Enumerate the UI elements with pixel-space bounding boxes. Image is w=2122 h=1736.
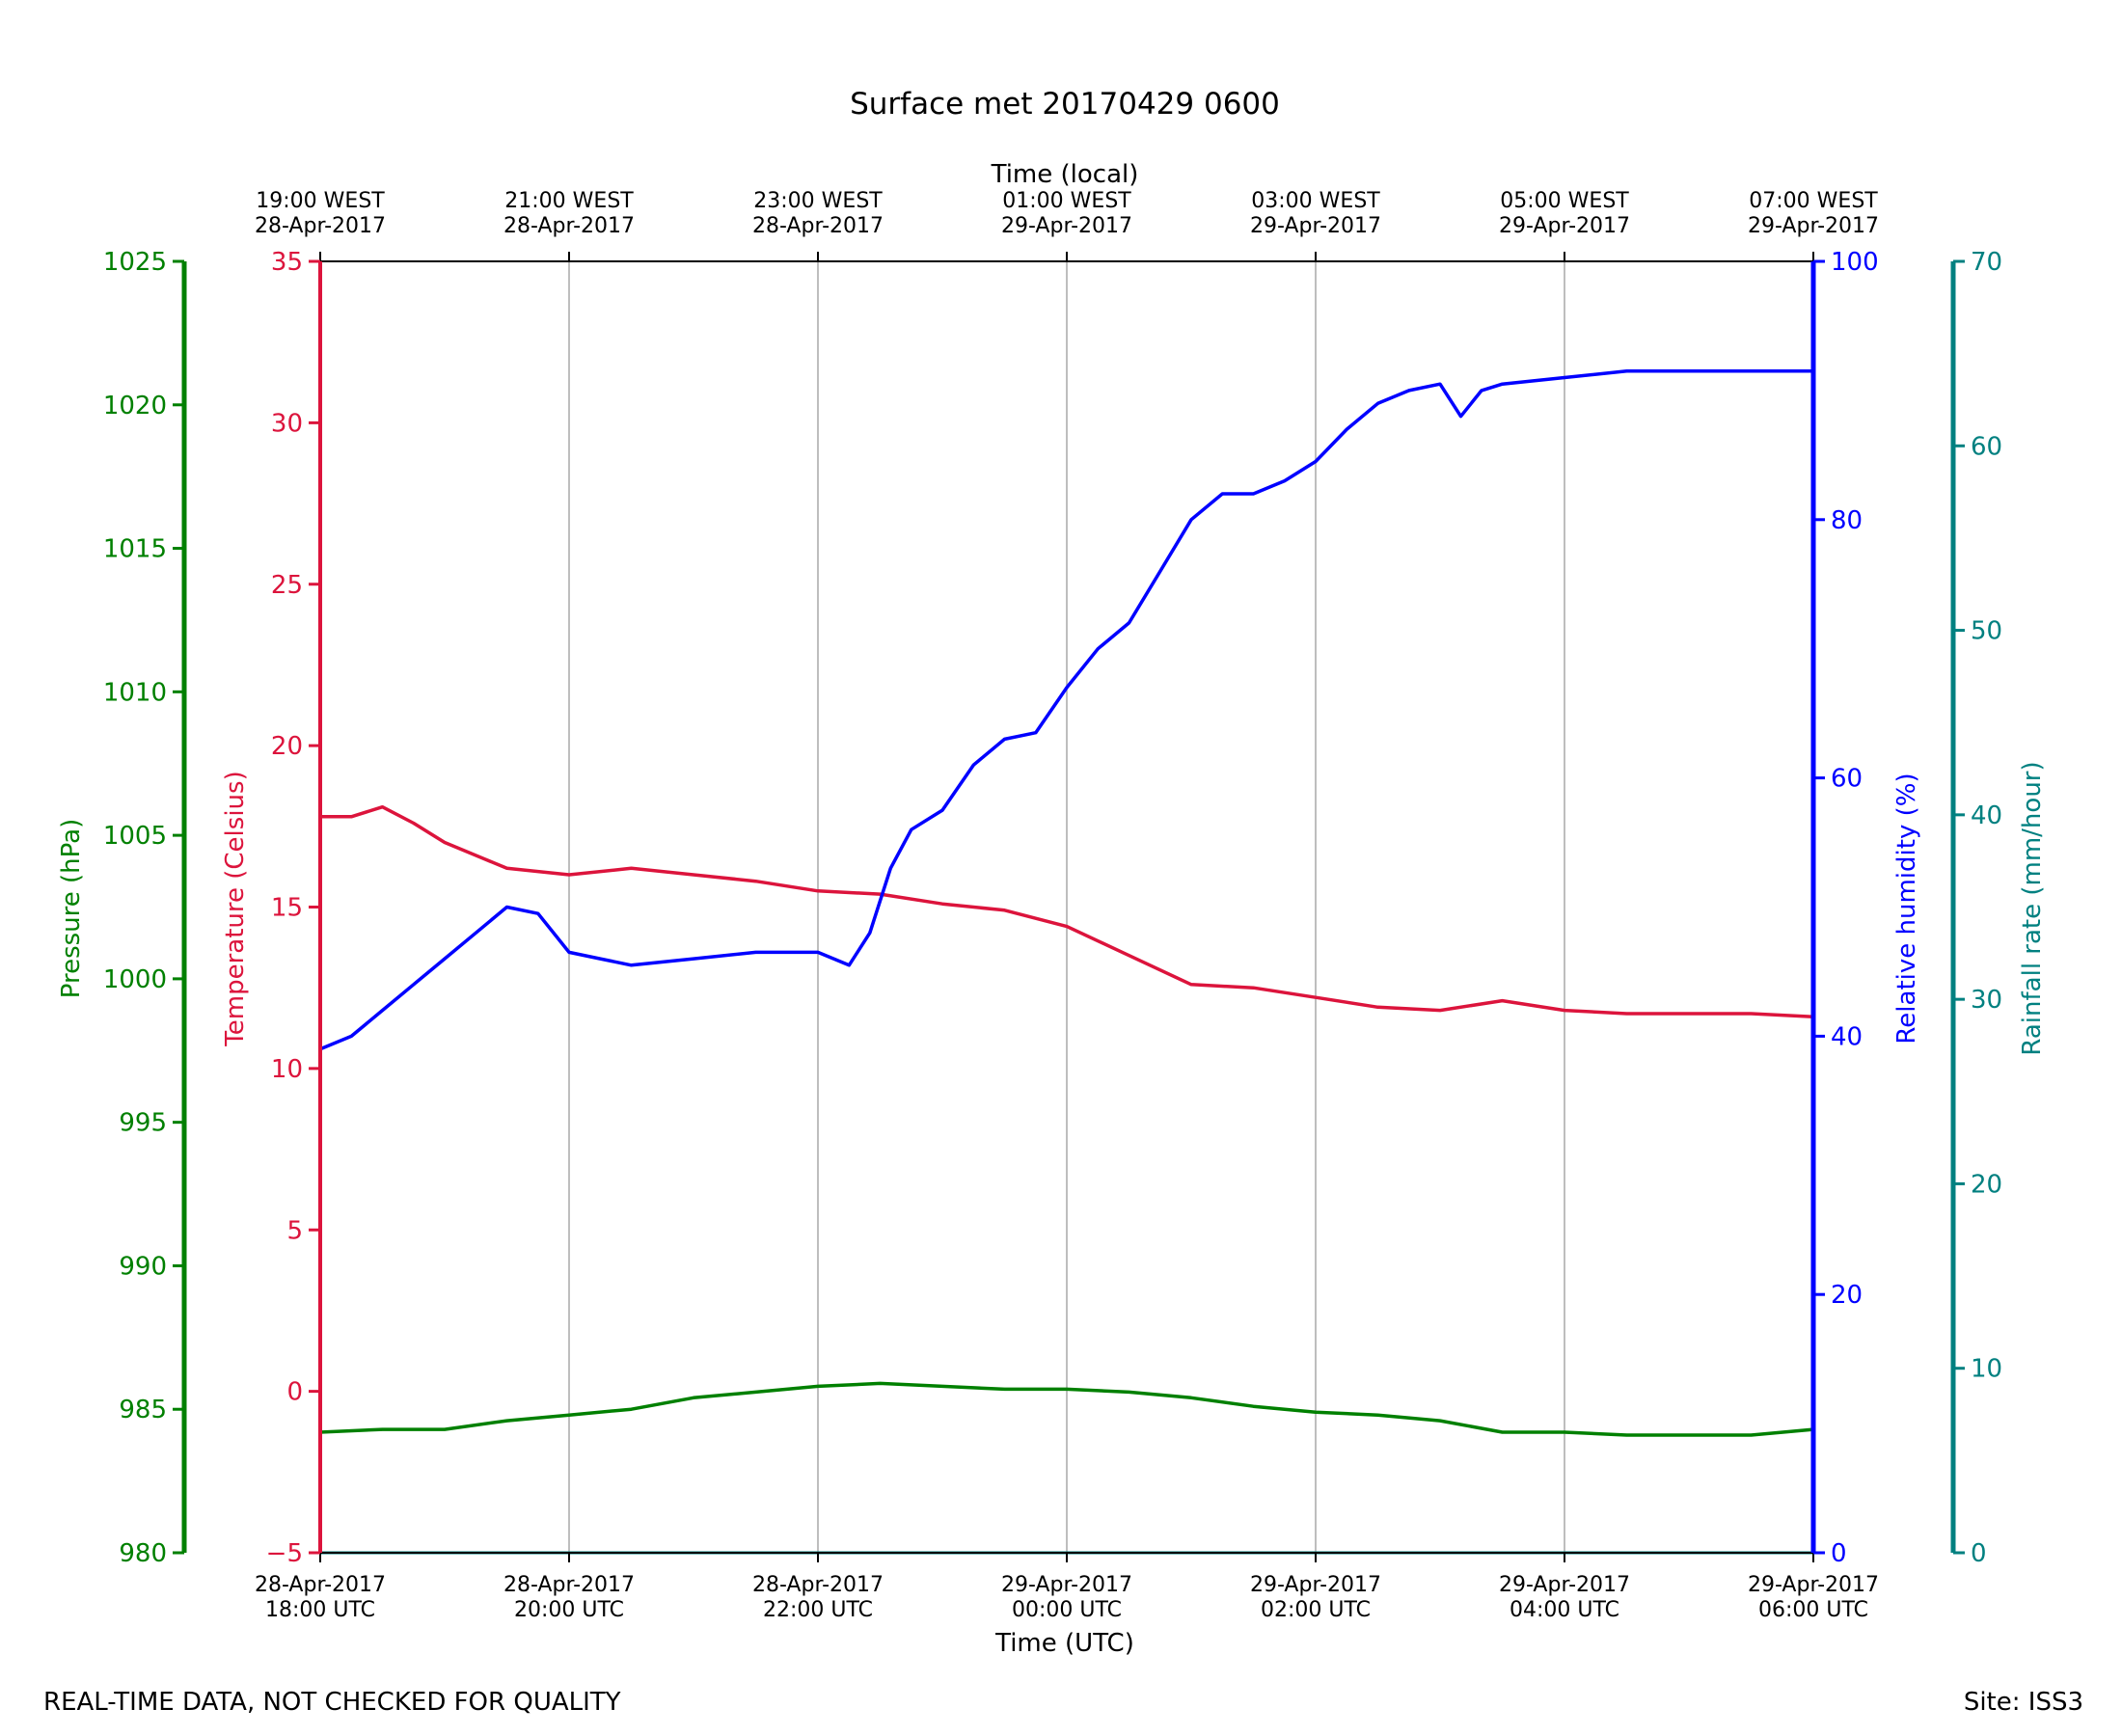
- humidity-tick-label: 0: [1831, 1539, 1847, 1568]
- rainfall-tick-label: 50: [1971, 617, 2002, 646]
- bottom-tick-label: 29-Apr-2017: [1499, 1573, 1630, 1597]
- pressure-tick-label: 1015: [103, 535, 167, 564]
- humidity-tick-label: 60: [1831, 765, 1863, 794]
- top-tick-label: 29-Apr-2017: [1001, 214, 1132, 238]
- bottom-axis-label: Time (UTC): [994, 1629, 1134, 1658]
- temperature-tick-label: 30: [271, 409, 303, 438]
- top-axis-label: Time (local): [991, 160, 1139, 189]
- rainfall-tick-label: 20: [1971, 1170, 2002, 1199]
- bottom-tick-label: 18:00 UTC: [265, 1598, 375, 1622]
- bottom-tick-label: 06:00 UTC: [1758, 1598, 1868, 1622]
- grid-lines: [568, 261, 1565, 1553]
- top-tick-label: 19:00 WEST: [256, 189, 385, 213]
- temperature-tick-label: 5: [286, 1216, 303, 1245]
- temperature-tick-label: −5: [266, 1539, 303, 1568]
- pressure-tick-label: 1010: [103, 678, 167, 707]
- humidity-series-line: [319, 369, 1813, 1051]
- temperature-tick-label: 25: [271, 571, 303, 600]
- chart-title: Surface met 20170429 0600: [850, 87, 1280, 122]
- quality-disclaimer: REAL-TIME DATA, NOT CHECKED FOR QUALITY: [43, 1688, 621, 1717]
- bottom-tick-label: 04:00 UTC: [1510, 1598, 1619, 1622]
- humidity-tick-label: 80: [1831, 506, 1863, 535]
- temperature-series-line: [320, 804, 1814, 1019]
- bottom-tick-label: 28-Apr-2017: [255, 1573, 386, 1597]
- rainfall-tick-label: 60: [1971, 432, 2002, 461]
- top-tick-label: 28-Apr-2017: [503, 214, 635, 238]
- temperature-tick-label: 15: [271, 894, 303, 923]
- pressure-tick-label: 990: [119, 1252, 167, 1281]
- bottom-tick-label: 20:00 UTC: [514, 1598, 624, 1622]
- pressure-tick-label: 1000: [103, 965, 167, 994]
- pressure-tick-label: 1005: [103, 822, 167, 851]
- rainfall-tick-label: 10: [1971, 1355, 2002, 1384]
- pressure-axis-label: Pressure (hPa): [57, 819, 86, 999]
- site-label: Site: ISS3: [1964, 1688, 2083, 1717]
- pressure-tick-label: 980: [119, 1539, 167, 1568]
- bottom-tick-label: 29-Apr-2017: [1250, 1573, 1381, 1597]
- top-tick-label: 29-Apr-2017: [1250, 214, 1381, 238]
- temperature-tick-label: 10: [271, 1055, 303, 1084]
- bottom-tick-label: 28-Apr-2017: [752, 1573, 884, 1597]
- top-tick-label: 28-Apr-2017: [255, 214, 386, 238]
- rainfall-tick-label: 0: [1971, 1539, 1987, 1568]
- pressure-tick-label: 995: [119, 1109, 167, 1138]
- top-tick-label: 29-Apr-2017: [1499, 214, 1630, 238]
- pressure-tick-label: 1025: [103, 248, 167, 277]
- humidity-tick-label: 20: [1831, 1281, 1863, 1310]
- top-tick-label: 03:00 WEST: [1251, 189, 1380, 213]
- top-tick-label: 29-Apr-2017: [1748, 214, 1879, 238]
- rainfall-tick-label: 40: [1971, 801, 2002, 830]
- top-tick-label: 01:00 WEST: [1002, 189, 1131, 213]
- bottom-tick-label: 28-Apr-2017: [503, 1573, 635, 1597]
- bottom-tick-label: 22:00 UTC: [763, 1598, 873, 1622]
- humidity-axis-label: Relative humidity (%): [1892, 773, 1921, 1044]
- bottom-tick-label: 29-Apr-2017: [1001, 1573, 1132, 1597]
- rainfall-axis-label: Rainfall rate (mm/hour): [2018, 761, 2047, 1055]
- top-tick-label: 07:00 WEST: [1749, 189, 1878, 213]
- top-tick-label: 23:00 WEST: [753, 189, 883, 213]
- pressure-tick-label: 985: [119, 1396, 167, 1424]
- pressure-tick-label: 1020: [103, 392, 167, 420]
- temperature-tick-label: 20: [271, 732, 303, 761]
- bottom-tick-label: 29-Apr-2017: [1748, 1573, 1879, 1597]
- temperature-tick-label: 0: [286, 1378, 303, 1407]
- top-tick-label: 05:00 WEST: [1500, 189, 1629, 213]
- top-tick-label: 28-Apr-2017: [752, 214, 884, 238]
- temperature-axis-label: Temperature (Celsius): [221, 771, 250, 1046]
- temperature-tick-label: 35: [271, 248, 303, 277]
- humidity-tick-label: 40: [1831, 1022, 1863, 1051]
- bottom-tick-label: 02:00 UTC: [1261, 1598, 1371, 1622]
- rainfall-tick-label: 30: [1971, 986, 2002, 1015]
- pressure-series-line: [319, 1381, 1814, 1437]
- top-tick-label: 21:00 WEST: [504, 189, 634, 213]
- bottom-tick-label: 00:00 UTC: [1012, 1598, 1122, 1622]
- humidity-tick-label: 100: [1831, 248, 1879, 277]
- rainfall-tick-label: 70: [1971, 248, 2002, 277]
